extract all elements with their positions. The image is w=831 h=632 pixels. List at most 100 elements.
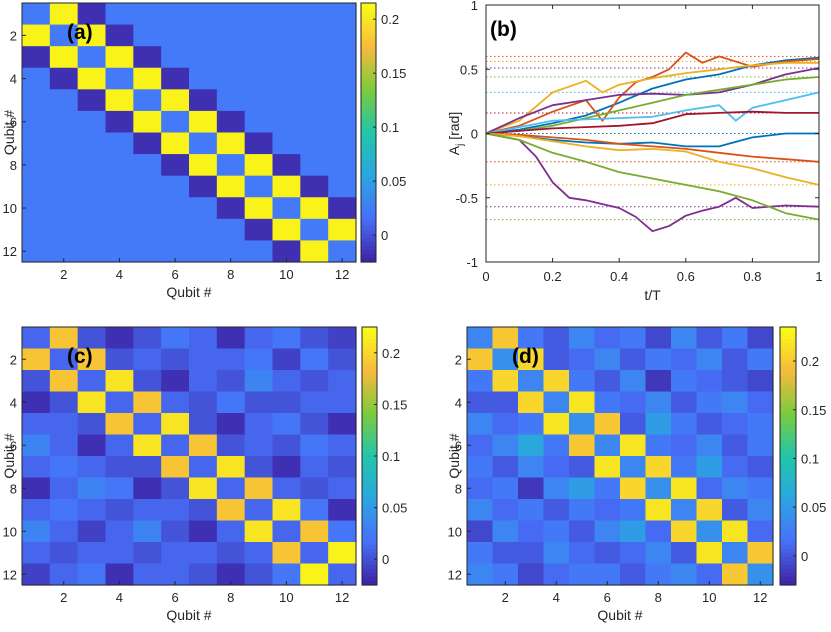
series-line: [485, 132, 820, 186]
series-line: [485, 67, 820, 135]
heatmap-cell: [272, 499, 301, 522]
colorbar-segment: [362, 504, 377, 510]
heatmap-cell: [543, 477, 570, 500]
heatmap-cell: [105, 370, 134, 393]
heatmap-cell: [272, 175, 301, 198]
x-tick-label: 4: [553, 590, 560, 605]
heatmap-cell: [49, 348, 79, 371]
heatmap-cell: [492, 434, 519, 457]
colorbar-segment: [780, 435, 796, 441]
heatmap-cell: [272, 67, 301, 90]
colorbar-tick-label: 0.1: [801, 451, 819, 466]
colorbar-segment: [361, 67, 376, 73]
heatmap-cell: [105, 456, 134, 479]
heatmap-cell: [328, 499, 357, 522]
heatmap-cell: [492, 563, 519, 586]
colorbar-segment: [780, 339, 796, 344]
heatmap-cell: [671, 520, 698, 543]
y-tick-label: -0.5: [456, 191, 478, 206]
heatmap-cell: [189, 370, 218, 393]
heatmap-cell: [722, 370, 749, 393]
colorbar-segment: [362, 355, 377, 360]
colorbar-segment: [362, 435, 377, 441]
colorbar-segment: [362, 327, 377, 332]
colorbar-segment: [362, 544, 377, 550]
heatmap-cell: [467, 563, 494, 586]
heatmap-cell: [543, 434, 570, 457]
heatmap-cell: [244, 520, 274, 543]
colorbar-segment: [780, 443, 796, 449]
colorbar-segment: [362, 419, 377, 425]
colorbar-segment: [362, 540, 377, 546]
colorbar-segment: [780, 560, 796, 566]
heatmap-cell: [244, 110, 274, 134]
heatmap-cell: [518, 413, 545, 436]
colorbar-tick-label: 0.15: [801, 403, 826, 418]
colorbar-segment: [362, 403, 377, 409]
panel-label: (b): [490, 18, 517, 41]
heatmap-cell: [22, 391, 51, 414]
heatmap-cell: [216, 542, 246, 565]
series-line: [485, 132, 820, 163]
y-tick-label: 2: [10, 352, 17, 367]
heatmap-cell: [300, 175, 329, 198]
heatmap-cell: [272, 154, 301, 177]
colorbar-segment: [361, 55, 376, 61]
colorbar-segment: [780, 379, 796, 385]
colorbar-segment: [362, 476, 377, 481]
colorbar-segment: [780, 572, 796, 578]
colorbar-segment: [780, 367, 796, 372]
colorbar-segment: [361, 189, 376, 194]
heatmap-cell: [189, 456, 218, 479]
heatmap-cell: [22, 132, 51, 155]
heatmap-cell: [77, 391, 107, 414]
heatmap-cell: [696, 456, 723, 479]
colorbar-segment: [362, 500, 377, 505]
x-tick-label: 10: [702, 590, 716, 605]
y-tick-label: 8: [455, 481, 462, 496]
heatmap-cell: [300, 499, 329, 522]
colorbar-segment: [361, 23, 376, 28]
heatmap-cell: [49, 132, 79, 155]
heatmap-cell: [244, 154, 274, 177]
y-tick-label: 4: [455, 395, 462, 410]
heatmap-cell: [22, 520, 51, 543]
colorbar-segment: [361, 104, 376, 109]
line-panel-b: 0 0.2 0.4 0.6 0.8 1 1 0.5 0 -0.5 -1 t/T Aj [rad] (b): [446, 0, 823, 303]
heatmap-cell: [244, 542, 274, 565]
x-tick-label: 0.4: [610, 269, 628, 284]
heatmap-cell: [328, 563, 357, 586]
heatmap-cell: [518, 520, 545, 543]
y-tick-label: -1: [466, 255, 478, 270]
heatmap-cell: [569, 520, 596, 543]
heatmap-cell: [272, 563, 301, 586]
heatmap-cell: [216, 24, 246, 47]
colorbar-segment: [362, 456, 377, 461]
heatmap-cell: [696, 413, 723, 436]
heatmap-cell: [569, 477, 596, 500]
colorbar-tick-label: 0: [381, 228, 388, 243]
heatmap-cell: [22, 89, 51, 112]
heatmap-cell: [133, 175, 162, 198]
colorbar-segment: [362, 367, 377, 372]
heatmap-cell: [543, 413, 570, 436]
colorbar-segment: [780, 548, 796, 554]
colorbar-segment: [780, 411, 796, 417]
heatmap-cell: [722, 391, 749, 414]
heatmap-cell: [133, 456, 162, 479]
colorbar-segment: [780, 556, 796, 562]
heatmap-cell: [300, 477, 329, 500]
heatmap-cell: [300, 520, 329, 543]
heatmap-cell: [747, 413, 774, 436]
heatmap-cell: [569, 542, 596, 565]
colorbar-segment: [780, 520, 796, 526]
colorbar-segment: [362, 387, 377, 393]
heatmap-cell: [216, 499, 246, 522]
heatmap-cell: [133, 434, 162, 457]
heatmap-cell: [216, 67, 246, 90]
heatmap-cell: [300, 456, 329, 479]
heatmap-cell: [77, 477, 107, 500]
heatmap-cell: [216, 477, 246, 500]
heatmap-cell: [105, 89, 134, 112]
colorbar: 0.2 0.15 0.1 0.05 0: [361, 326, 407, 586]
